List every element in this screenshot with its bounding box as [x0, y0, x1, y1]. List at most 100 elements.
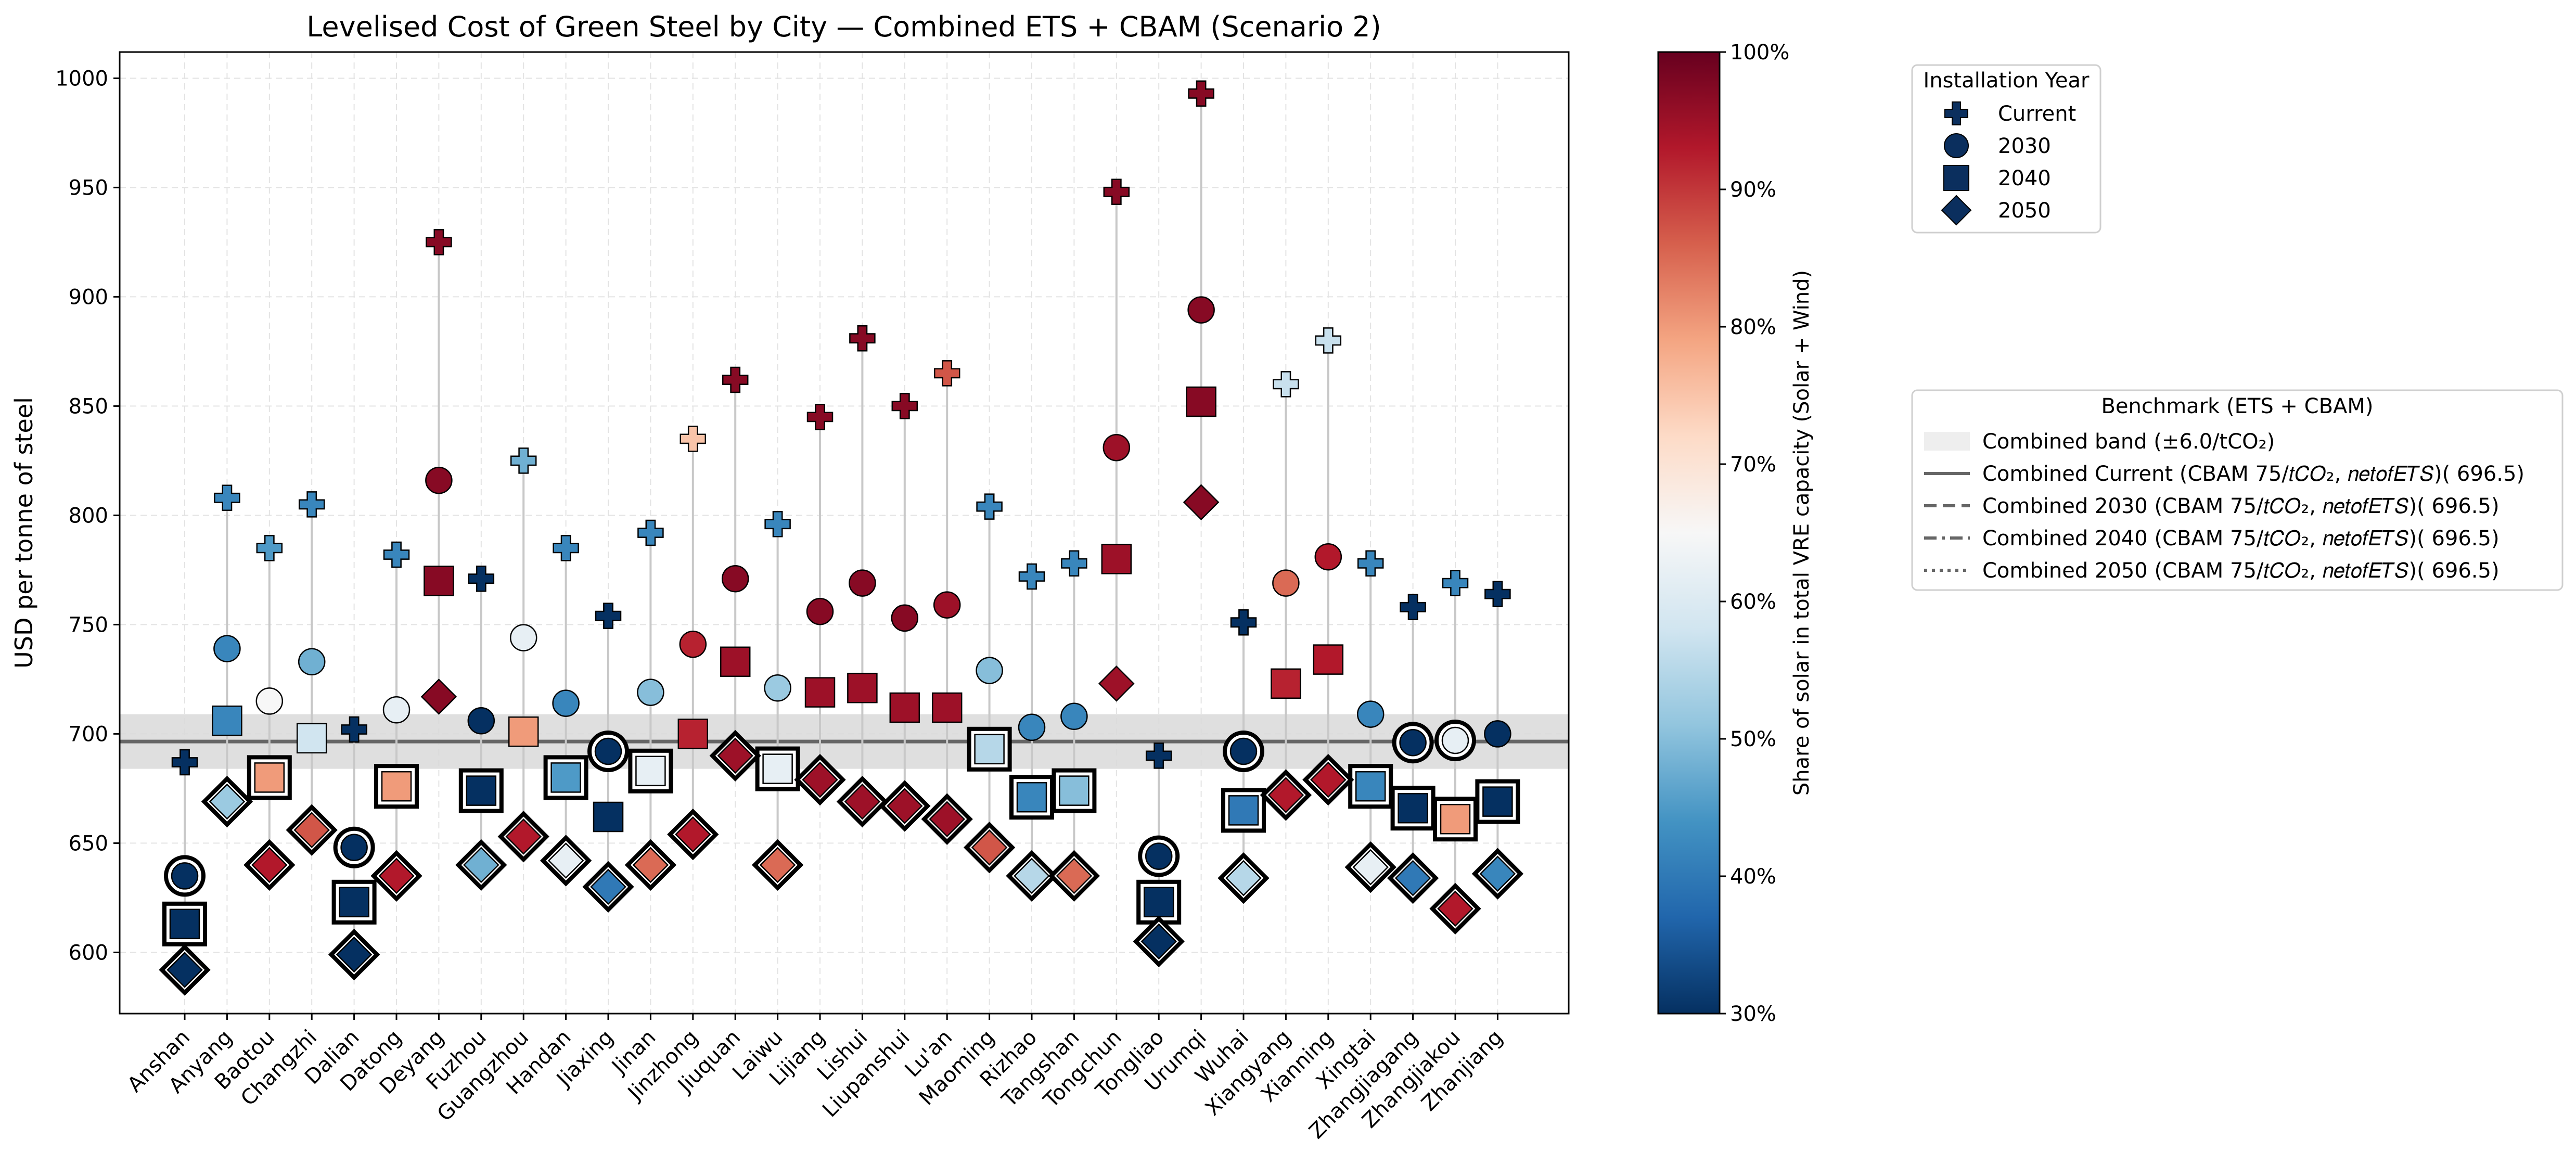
data-point: [802, 761, 838, 798]
data-point: [1230, 609, 1257, 636]
data-point: [169, 908, 200, 940]
data-point: [722, 366, 749, 393]
data-point: [256, 535, 283, 561]
legend-item-label: 2040: [1998, 167, 2051, 190]
data-point: [1267, 777, 1304, 813]
data-point: [1314, 543, 1342, 571]
data-point: [593, 801, 624, 833]
legend-item-label: Combined 2040 (CBAM 75/𝑡𝐶𝑂₂, 𝑛𝑒𝑡𝑜𝑓𝐸𝑇𝑆)( …: [1982, 527, 2500, 551]
data-point: [1484, 581, 1511, 607]
data-point: [637, 519, 664, 546]
data-point: [424, 566, 454, 596]
data-point: [891, 393, 918, 419]
data-point: [1060, 702, 1088, 731]
data-point: [508, 716, 539, 747]
data-point: [209, 783, 246, 820]
data-point: [847, 672, 878, 703]
data-point: [974, 734, 1005, 765]
data-point: [553, 535, 579, 561]
colorbar-tick-label: 40%: [1730, 865, 1776, 889]
legend-benchmark: Benchmark (ETS + CBAM) Combined band (±6…: [1911, 389, 2564, 591]
data-point: [383, 541, 410, 568]
data-point: [1355, 771, 1386, 802]
data-point: [171, 862, 199, 890]
data-point: [293, 812, 330, 848]
y-tick-label: 650: [69, 831, 108, 855]
data-point: [1056, 857, 1093, 894]
data-point: [679, 630, 707, 658]
data-point: [891, 604, 919, 632]
data-point: [1357, 550, 1384, 577]
data-point: [171, 749, 198, 776]
data-point: [296, 723, 327, 754]
plot-frame: [119, 51, 1570, 1015]
series-current: [171, 80, 1511, 776]
data-point: [680, 426, 707, 452]
data-point: [1484, 720, 1511, 748]
colorbar-tick-label: 70%: [1730, 453, 1776, 477]
data-point: [547, 842, 584, 879]
data-point: [764, 674, 791, 702]
data-point: [806, 597, 834, 625]
legend-item-label: Current: [1998, 102, 2076, 126]
data-point: [1479, 855, 1516, 892]
colorbar: 30% 40% 50% 60% 70% 80% 90% 100% Share of solar…: [1657, 41, 1814, 1026]
plot-area: 600 650 700 750 800 850 900 950 1000 AnshanAnyang…: [55, 51, 1570, 1144]
data-point: [552, 689, 580, 717]
colorbar-tick-label: 30%: [1730, 1002, 1776, 1026]
data-point: [1186, 386, 1216, 417]
data-point: [1145, 842, 1173, 870]
data-point: [1183, 484, 1220, 520]
data-point: [971, 829, 1008, 866]
data-point: [806, 404, 834, 430]
colorbar-tick-label: 100%: [1730, 41, 1789, 65]
plus-marker-icon: [1944, 101, 1968, 125]
data-point: [463, 847, 499, 884]
data-point: [721, 565, 749, 593]
y-tick-label: 800: [69, 504, 108, 528]
data-point: [1315, 327, 1342, 354]
data-point: [1437, 890, 1473, 927]
data-point: [298, 491, 325, 518]
data-point: [214, 484, 240, 511]
data-point: [677, 719, 709, 749]
legend-installation-year: Installation Year Current 2030 2040 2050: [1911, 64, 2101, 234]
data-point: [251, 847, 288, 884]
data-point: [550, 762, 581, 793]
data-point: [1059, 775, 1090, 806]
square-marker-icon: [1943, 165, 1969, 191]
legend-title: Installation Year: [1924, 69, 2090, 93]
data-point: [931, 692, 963, 723]
chart-title: Levelised Cost of Green Steel by City — …: [306, 10, 1381, 43]
data-point: [1187, 296, 1215, 324]
data-point: [849, 325, 876, 352]
y-tick-label: 850: [69, 394, 108, 418]
legend-title: Benchmark (ETS + CBAM): [2101, 394, 2373, 418]
colorbar-gradient: [1657, 51, 1721, 1015]
data-point: [759, 847, 796, 884]
colorbar-tick-label: 80%: [1730, 315, 1776, 339]
data-point: [844, 783, 881, 820]
data-point: [762, 753, 793, 784]
y-tick-label: 1000: [55, 67, 108, 91]
data-point: [1229, 737, 1258, 765]
data-point: [635, 756, 666, 787]
data-point: [1394, 860, 1431, 897]
data-point: [509, 624, 537, 651]
data-point: [255, 687, 284, 715]
data-point: [381, 771, 412, 802]
legend-item-label: Combined Current (CBAM 75/𝑡𝐶𝑂₂, 𝑛𝑒𝑡𝑜𝑓𝐸𝑇𝑆…: [1982, 462, 2524, 486]
data-point: [1352, 849, 1389, 886]
data-point: [720, 646, 751, 677]
data-point: [1228, 795, 1259, 826]
data-point: [1145, 742, 1172, 769]
data-point: [1018, 713, 1046, 741]
data-point: [1313, 644, 1344, 675]
data-point: [637, 678, 664, 706]
y-axis-ticks: 600 650 700 750 800 850 900 950 1000: [55, 67, 120, 965]
data-point: [339, 887, 369, 918]
data-point: [887, 788, 923, 824]
y-tick-label: 900: [69, 285, 108, 309]
y-tick-label: 600: [69, 941, 108, 965]
